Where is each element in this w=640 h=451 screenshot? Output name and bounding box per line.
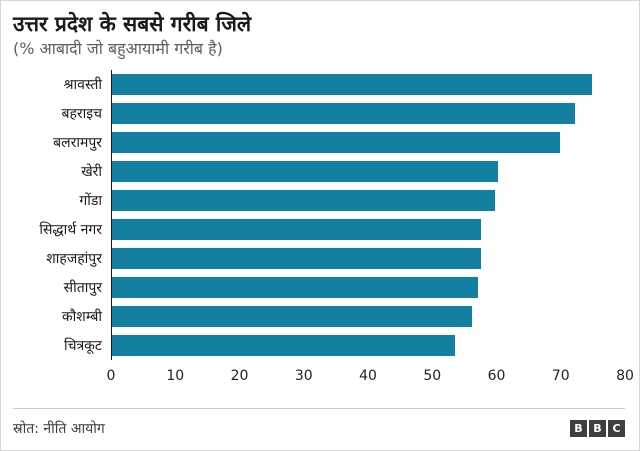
bar (112, 277, 478, 299)
bar-row: चित्रकूट (13, 331, 625, 361)
bar-row: शाहजहांपुर (13, 244, 625, 274)
x-tick-label: 40 (359, 368, 377, 385)
bar-row: सिद्धार्थ नगर (13, 215, 625, 245)
bar-track (111, 215, 625, 245)
x-tick-label: 60 (487, 368, 506, 385)
bbc-logo-block-c: C (608, 420, 625, 437)
chart-title: उत्तर प्रदेश के सबसे गरीब जिले (13, 12, 252, 36)
bar-row: खेरी (13, 157, 625, 187)
x-tick-label: 30 (294, 368, 313, 385)
category-label: खेरी (81, 164, 102, 181)
category-label: चित्रकूट (63, 338, 102, 355)
bar-track (111, 302, 625, 332)
bar (112, 219, 482, 241)
bar (112, 248, 481, 270)
source-text: स्रोत: नीति आयोग (13, 421, 105, 437)
category-label: श्रावस्ती (63, 77, 102, 94)
category-label: सीतापुर (63, 280, 102, 297)
category-label: शाहजहांपुर (46, 251, 102, 268)
footer: स्रोत: नीति आयोग B B C (13, 408, 625, 450)
bar-track (111, 273, 625, 303)
bar (112, 132, 560, 154)
x-tick-label: 50 (423, 368, 442, 385)
bar (112, 74, 592, 96)
bar (112, 306, 473, 328)
bar-row: बहराइच (13, 99, 625, 129)
category-label: बलरामपुर (53, 135, 102, 152)
bbc-logo-block-b1: B (570, 420, 587, 437)
bar-track (111, 331, 625, 361)
bar-track (111, 70, 625, 100)
bbc-logo: B B C (570, 420, 625, 437)
bar-track (111, 244, 625, 274)
x-axis: 0 10 20 30 40 50 60 70 80 (107, 366, 634, 390)
x-tick-label: 20 (230, 368, 249, 385)
category-label: कौशम्बी (61, 309, 102, 326)
bar-track (111, 99, 625, 129)
bar-row: कौशम्बी (13, 302, 625, 332)
x-tick-label: 80 (616, 368, 634, 385)
x-tick-label: 0 (106, 368, 116, 385)
x-tick-label: 10 (166, 368, 185, 385)
category-label: बहराइच (61, 106, 102, 123)
bar-track (111, 157, 625, 187)
bar-row: सीतापुर (13, 273, 625, 303)
bar-row: बलरामपुर (13, 128, 625, 158)
bar-chart: श्रावस्ती बहराइच बलरामपुर खेरी गोंडा सिद्धार्… (13, 70, 634, 390)
bar-track (111, 128, 625, 158)
category-label: गोंडा (79, 193, 102, 210)
bar (112, 161, 499, 183)
bar (112, 103, 575, 125)
bar-row: गोंडा (13, 186, 625, 216)
x-tick-label: 70 (551, 368, 570, 385)
bar (112, 190, 495, 212)
bar-row: श्रावस्ती (13, 70, 625, 100)
bar-rows: श्रावस्ती बहराइच बलरामपुर खेरी गोंडा सिद्धार्… (13, 70, 625, 361)
category-label: सिद्धार्थ नगर (39, 222, 102, 239)
bar-track (111, 186, 625, 216)
bbc-logo-block-b2: B (589, 420, 606, 437)
bar (112, 335, 456, 357)
chart-subtitle: (% आबादी जो बहुआयामी गरीब है) (13, 39, 223, 59)
